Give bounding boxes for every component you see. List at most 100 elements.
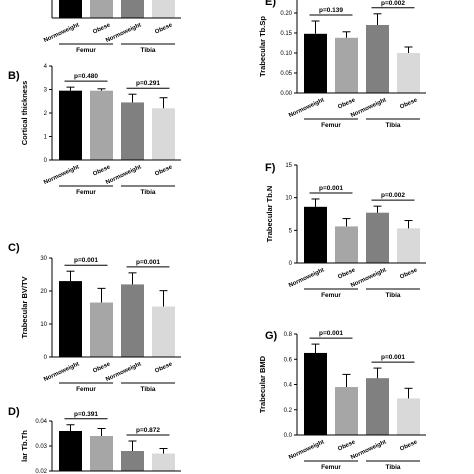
x-category-label: Normoweight [43, 361, 80, 383]
p-value-label: p=0.001 [319, 330, 343, 337]
y-tick-label: 10 [40, 322, 47, 328]
bar [121, 284, 144, 357]
y-tick-label: 0.4 [284, 383, 293, 389]
group-label: Femur [321, 292, 341, 299]
bar [59, 281, 82, 357]
group-label: Femur [321, 464, 341, 471]
bar [59, 90, 82, 160]
panel-label: B) [8, 70, 20, 82]
x-category-label: Obese [154, 164, 174, 177]
bar [90, 302, 113, 357]
bar [59, 0, 82, 18]
panel-label: D) [8, 406, 20, 418]
bar [121, 102, 144, 160]
x-category-label: Obese [154, 361, 174, 374]
x-category-label: Normoweight [350, 97, 387, 119]
bar [152, 453, 175, 471]
x-category-label: Obese [337, 97, 357, 110]
p-value-label: p=0.139 [319, 7, 343, 14]
y-axis-title: Cortical thickness [20, 81, 29, 146]
bar [397, 53, 420, 93]
y-tick-label: 0.0 [284, 433, 293, 439]
bar [90, 90, 113, 160]
y-tick-label: 0.00 [280, 91, 292, 97]
x-category-label: Normoweight [288, 439, 325, 461]
y-tick-label: 10 [285, 196, 292, 202]
x-category-label: Obese [337, 267, 357, 280]
bar [335, 226, 358, 263]
p-value-label: p=0.001 [381, 354, 405, 361]
panel-label: C) [8, 242, 20, 254]
group-label: Tibia [140, 386, 155, 393]
x-category-label: Normoweight [105, 22, 142, 44]
bar [152, 306, 175, 357]
y-tick-label: 0.02 [35, 469, 47, 474]
y-tick-label: 0.05 [280, 71, 292, 77]
y-tick-label: 4 [44, 64, 48, 70]
x-category-label: Obese [92, 361, 112, 374]
bar [304, 206, 327, 263]
bar [90, 0, 113, 18]
y-tick-label: 30 [40, 256, 47, 262]
p-value-label: p=0.291 [136, 80, 160, 87]
bar [152, 108, 175, 160]
panel-g: G) 0.0 0.2 0.4 0.6 0.8 Trabecular BMD p=0.001 p=… [258, 330, 426, 471]
x-category-label: Normoweight [350, 267, 387, 289]
x-category-label: Normoweight [288, 267, 325, 289]
p-value-label: p=0.002 [381, 0, 405, 7]
panel-e: E) 0.00 0.05 0.10 0.15 0.20 Trabecular Tb.Sp p=… [258, 0, 426, 129]
bar [366, 25, 389, 93]
bar [59, 431, 82, 471]
panel-label: G) [265, 330, 278, 342]
y-tick-label: 2 [44, 111, 48, 117]
x-category-label: Normoweight [105, 361, 142, 383]
panel-label: F) [265, 162, 276, 174]
x-category-label: Normoweight [105, 164, 142, 186]
y-tick-label: 0.03 [35, 444, 47, 450]
bar [121, 451, 144, 471]
group-label: Femur [76, 386, 96, 393]
y-axis-title: Trabecular Tb.N [265, 186, 274, 243]
y-tick-label: 0.15 [280, 31, 292, 37]
x-category-label: Obese [337, 439, 357, 452]
group-label: Femur [76, 189, 96, 196]
x-category-label: Obese [399, 97, 419, 110]
y-tick-label: 0 [289, 261, 293, 267]
group-label: Tibia [385, 464, 400, 471]
y-tick-label: 20 [40, 289, 47, 295]
x-category-label: Normoweight [43, 22, 80, 44]
x-category-label: Obese [92, 164, 112, 177]
y-axis-title: lar Tb.Th [20, 430, 29, 462]
p-value-label: p=0.002 [381, 192, 405, 199]
bar [90, 436, 113, 471]
group-label: Femur [76, 47, 96, 54]
panel-label: E) [265, 0, 276, 8]
p-value-label: p=0.480 [74, 73, 98, 80]
y-tick-label: 0 [44, 158, 48, 164]
panel-f: F) 0 5 10 15 Trabecular Tb.N p=0.001 p=0.002 Nor… [265, 162, 426, 299]
group-label: Tibia [385, 292, 400, 299]
x-category-label: Obese [399, 267, 419, 280]
bar [366, 378, 389, 435]
group-label: Tibia [140, 47, 155, 54]
group-label: Tibia [385, 122, 400, 129]
y-tick-label: 0.2 [284, 408, 293, 414]
y-axis-title: Trabecular Tb.Sp [258, 16, 267, 77]
y-tick-label: 0.10 [280, 51, 292, 57]
bar [304, 352, 327, 435]
y-tick-label: 3 [44, 88, 48, 94]
x-category-label: Normoweight [350, 439, 387, 461]
group-label: Tibia [140, 189, 155, 196]
y-tick-label: 0.6 [284, 357, 293, 363]
x-category-label: Normoweight [43, 164, 80, 186]
group-label: Femur [321, 122, 341, 129]
bar [152, 0, 175, 18]
p-value-label: p=0.001 [319, 185, 343, 192]
y-tick-label: 1 [44, 135, 48, 141]
bar [335, 37, 358, 93]
p-value-label: p=0.872 [136, 427, 160, 434]
bar [304, 33, 327, 93]
x-category-label: Obese [399, 439, 419, 452]
